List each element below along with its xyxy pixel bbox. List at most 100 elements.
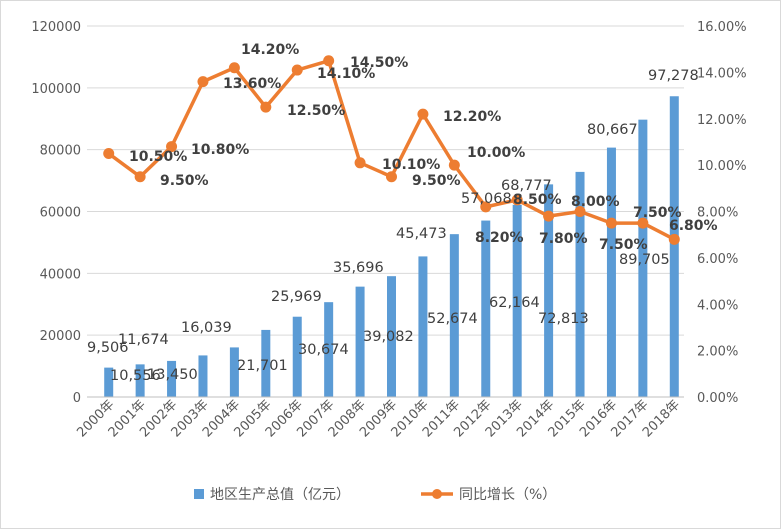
y-right-tick-label: 16.00% bbox=[697, 20, 747, 35]
line-marker bbox=[134, 171, 146, 183]
bar-value-label: 52,674 bbox=[427, 311, 478, 327]
legend-label-growth: 同比增长（%） bbox=[459, 487, 556, 503]
y-left-tick-label: 60000 bbox=[40, 206, 81, 221]
bar-data-labels: 9,506 10,556 11,674 13,450 16,039 21,701 25,96… bbox=[87, 68, 699, 384]
y-left-tick-label: 0 bbox=[73, 391, 81, 406]
growth-value-label: 10.50% bbox=[129, 149, 187, 165]
bar bbox=[512, 204, 522, 397]
growth-value-label: 12.50% bbox=[287, 103, 345, 119]
line-marker bbox=[354, 157, 366, 169]
bar bbox=[449, 234, 459, 397]
bar bbox=[606, 147, 616, 397]
line-marker bbox=[543, 210, 555, 222]
y-left-tick-label: 40000 bbox=[40, 267, 81, 282]
line-marker bbox=[480, 201, 492, 213]
bar bbox=[229, 347, 239, 397]
bar-value-label: 13,450 bbox=[147, 367, 198, 383]
line-marker bbox=[448, 159, 460, 171]
growth-value-label: 8.20% bbox=[475, 230, 524, 246]
y-left-tick-label: 100000 bbox=[31, 82, 81, 97]
bar bbox=[261, 329, 271, 397]
growth-value-label: 14.20% bbox=[241, 42, 299, 58]
line-marker bbox=[511, 194, 523, 206]
bar bbox=[135, 364, 145, 397]
legend-swatch-marker bbox=[432, 489, 442, 499]
line-marker bbox=[637, 217, 649, 229]
bar-value-label: 30,674 bbox=[298, 342, 349, 358]
x-axis-ticks: 2000年2001年2002年2003年2004年2005年2006年2007年… bbox=[74, 397, 683, 440]
growth-value-label: 7.50% bbox=[599, 237, 648, 253]
bar bbox=[355, 286, 365, 397]
growth-value-label: 7.80% bbox=[539, 231, 588, 247]
growth-value-label: 14.50% bbox=[350, 55, 408, 71]
line-marker bbox=[323, 55, 335, 67]
line-marker bbox=[291, 64, 303, 76]
y-right-tick-label: 12.00% bbox=[697, 113, 747, 128]
line-marker bbox=[668, 233, 680, 245]
y-right-tick-label: 10.00% bbox=[697, 159, 747, 174]
bar-value-label: 72,813 bbox=[538, 311, 589, 327]
bar-value-label: 45,473 bbox=[396, 226, 447, 242]
bar bbox=[167, 360, 177, 397]
y-left-tick-label: 20000 bbox=[40, 329, 81, 344]
bar-value-label: 89,705 bbox=[619, 252, 670, 268]
bar-value-label: 35,696 bbox=[333, 260, 384, 276]
bar-value-label: 9,506 bbox=[87, 340, 129, 356]
legend-label-gdp: 地区生产总值（亿元） bbox=[210, 487, 350, 503]
bar-value-label: 21,701 bbox=[237, 358, 288, 374]
bar-value-label: 68,777 bbox=[501, 178, 552, 194]
bar-series bbox=[104, 96, 679, 398]
line-marker bbox=[574, 206, 586, 217]
line-marker bbox=[103, 148, 115, 160]
y-axis-right-ticks: 0.00% 2.00% 4.00% 6.00% 8.00% 10.00% 12.00% 14.… bbox=[697, 20, 747, 406]
legend-swatch-bar bbox=[194, 489, 204, 499]
line-marker bbox=[260, 101, 272, 113]
line-marker bbox=[197, 76, 209, 88]
bar-value-label: 25,969 bbox=[271, 289, 322, 305]
line-series bbox=[103, 55, 680, 245]
bar bbox=[481, 220, 491, 397]
y-right-tick-label: 14.00% bbox=[697, 66, 747, 81]
bar bbox=[324, 302, 334, 397]
y-right-tick-label: 0.00% bbox=[697, 391, 738, 406]
bar-value-label: 57,068 bbox=[461, 191, 512, 207]
bar bbox=[418, 256, 428, 397]
y-right-tick-label: 8.00% bbox=[697, 206, 738, 221]
line-marker bbox=[605, 217, 617, 229]
growth-value-label: 13.60% bbox=[223, 76, 281, 92]
legend: 地区生产总值（亿元） 同比增长（%） bbox=[194, 487, 556, 503]
bar bbox=[544, 184, 554, 397]
bar bbox=[575, 171, 585, 397]
bar-value-label: 97,278 bbox=[648, 68, 699, 84]
y-left-tick-label: 80000 bbox=[40, 144, 81, 159]
growth-value-label: 10.00% bbox=[467, 145, 525, 161]
y-right-tick-label: 2.00% bbox=[697, 345, 738, 360]
growth-value-label: 7.50% bbox=[633, 205, 682, 221]
growth-value-label: 14.10% bbox=[317, 66, 375, 82]
bar-value-label: 11,674 bbox=[118, 332, 169, 348]
bar-value-label: 16,039 bbox=[181, 320, 232, 336]
y-right-tick-label: 6.00% bbox=[697, 252, 738, 267]
growth-value-label: 9.50% bbox=[160, 173, 209, 189]
bar bbox=[638, 119, 648, 397]
bar-value-label: 62,164 bbox=[489, 295, 540, 311]
growth-value-label: 8.50% bbox=[513, 192, 562, 208]
bar bbox=[292, 316, 302, 397]
bar bbox=[104, 367, 114, 397]
y-axis-left-ticks: 0 20000 40000 60000 80000 100000 120000 bbox=[31, 20, 81, 406]
bar bbox=[669, 96, 679, 398]
line-marker bbox=[386, 171, 397, 183]
growth-value-label: 10.10% bbox=[382, 157, 440, 173]
bar bbox=[387, 276, 396, 397]
y-left-tick-label: 120000 bbox=[31, 20, 81, 35]
line-data-labels: 10.50% 9.50% 10.80% 13.60% 14.20% 12.50% 14.10… bbox=[129, 42, 718, 253]
line-marker bbox=[166, 141, 178, 153]
growth-value-label: 8.00% bbox=[571, 194, 620, 210]
line-marker bbox=[228, 62, 240, 74]
bar-value-label: 10,556 bbox=[110, 368, 161, 384]
bar-value-label: 39,082 bbox=[363, 329, 414, 345]
growth-value-label: 10.80% bbox=[191, 142, 249, 158]
line-marker bbox=[417, 108, 429, 120]
